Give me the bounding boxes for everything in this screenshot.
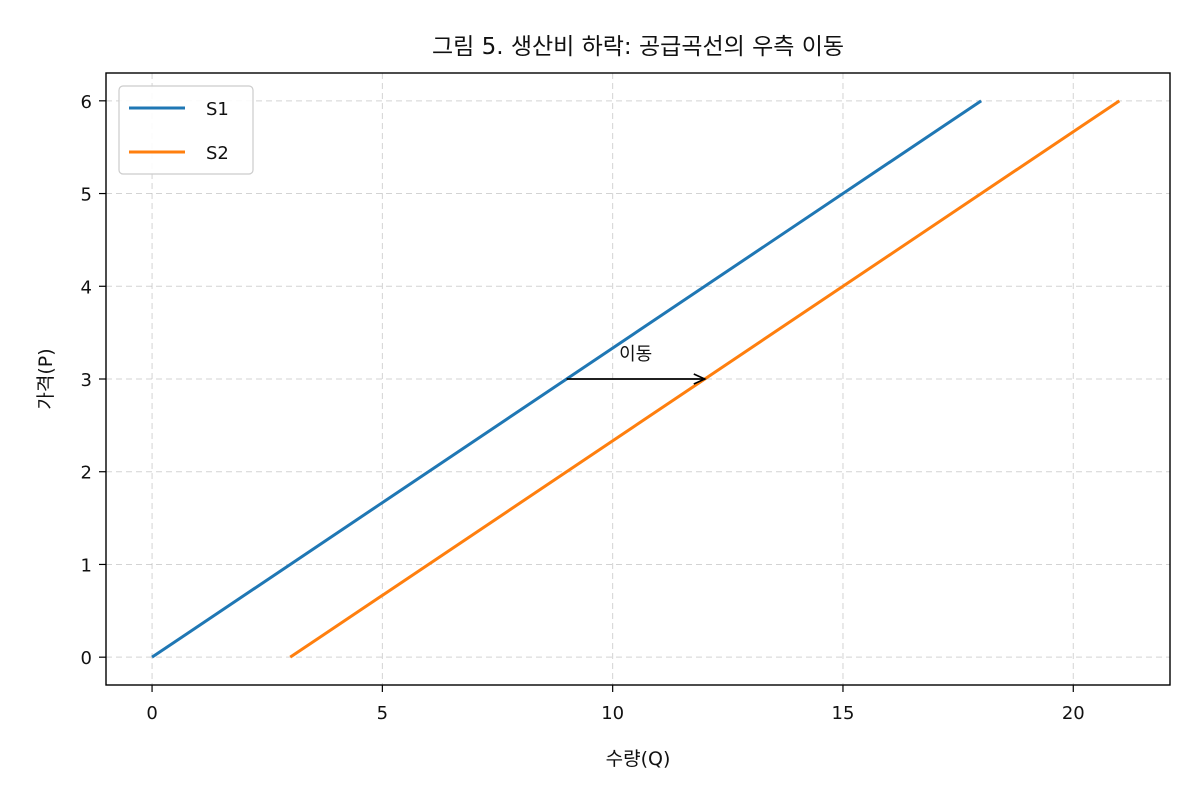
y-tick-label-0: 0: [81, 648, 92, 669]
chart-title: 그림 5. 생산비 하락: 공급곡선의 우측 이동: [432, 34, 844, 60]
x-tick-label-0: 0: [146, 703, 157, 724]
y-tick-label-1: 1: [81, 555, 92, 576]
annotation-text-0: 이동: [619, 344, 652, 365]
y-tick-label-2: 2: [81, 463, 92, 484]
legend-label-s1: S1: [206, 99, 229, 120]
ticks: 0 5 10 15 20 0 1 2 3 4 5 6: [81, 92, 1085, 724]
y-tick-label-3: 3: [81, 370, 92, 391]
x-axis-label: 수량(Q): [606, 748, 671, 770]
y-tick-label-6: 6: [81, 92, 92, 113]
legend: S1 S2: [118, 85, 254, 175]
legend-label-s2: S2: [206, 143, 229, 164]
x-tick-label-3: 15: [832, 703, 855, 724]
x-tick-label-1: 5: [377, 703, 388, 724]
x-tick-label-2: 10: [601, 703, 624, 724]
y-tick-label-4: 4: [81, 277, 92, 298]
annotation-layer: 이동: [566, 344, 707, 385]
y-tick-label-5: 5: [81, 185, 92, 206]
x-tick-label-4: 20: [1062, 703, 1085, 724]
legend-box: [118, 85, 254, 175]
y-axis-label: 가격(P): [35, 348, 57, 409]
